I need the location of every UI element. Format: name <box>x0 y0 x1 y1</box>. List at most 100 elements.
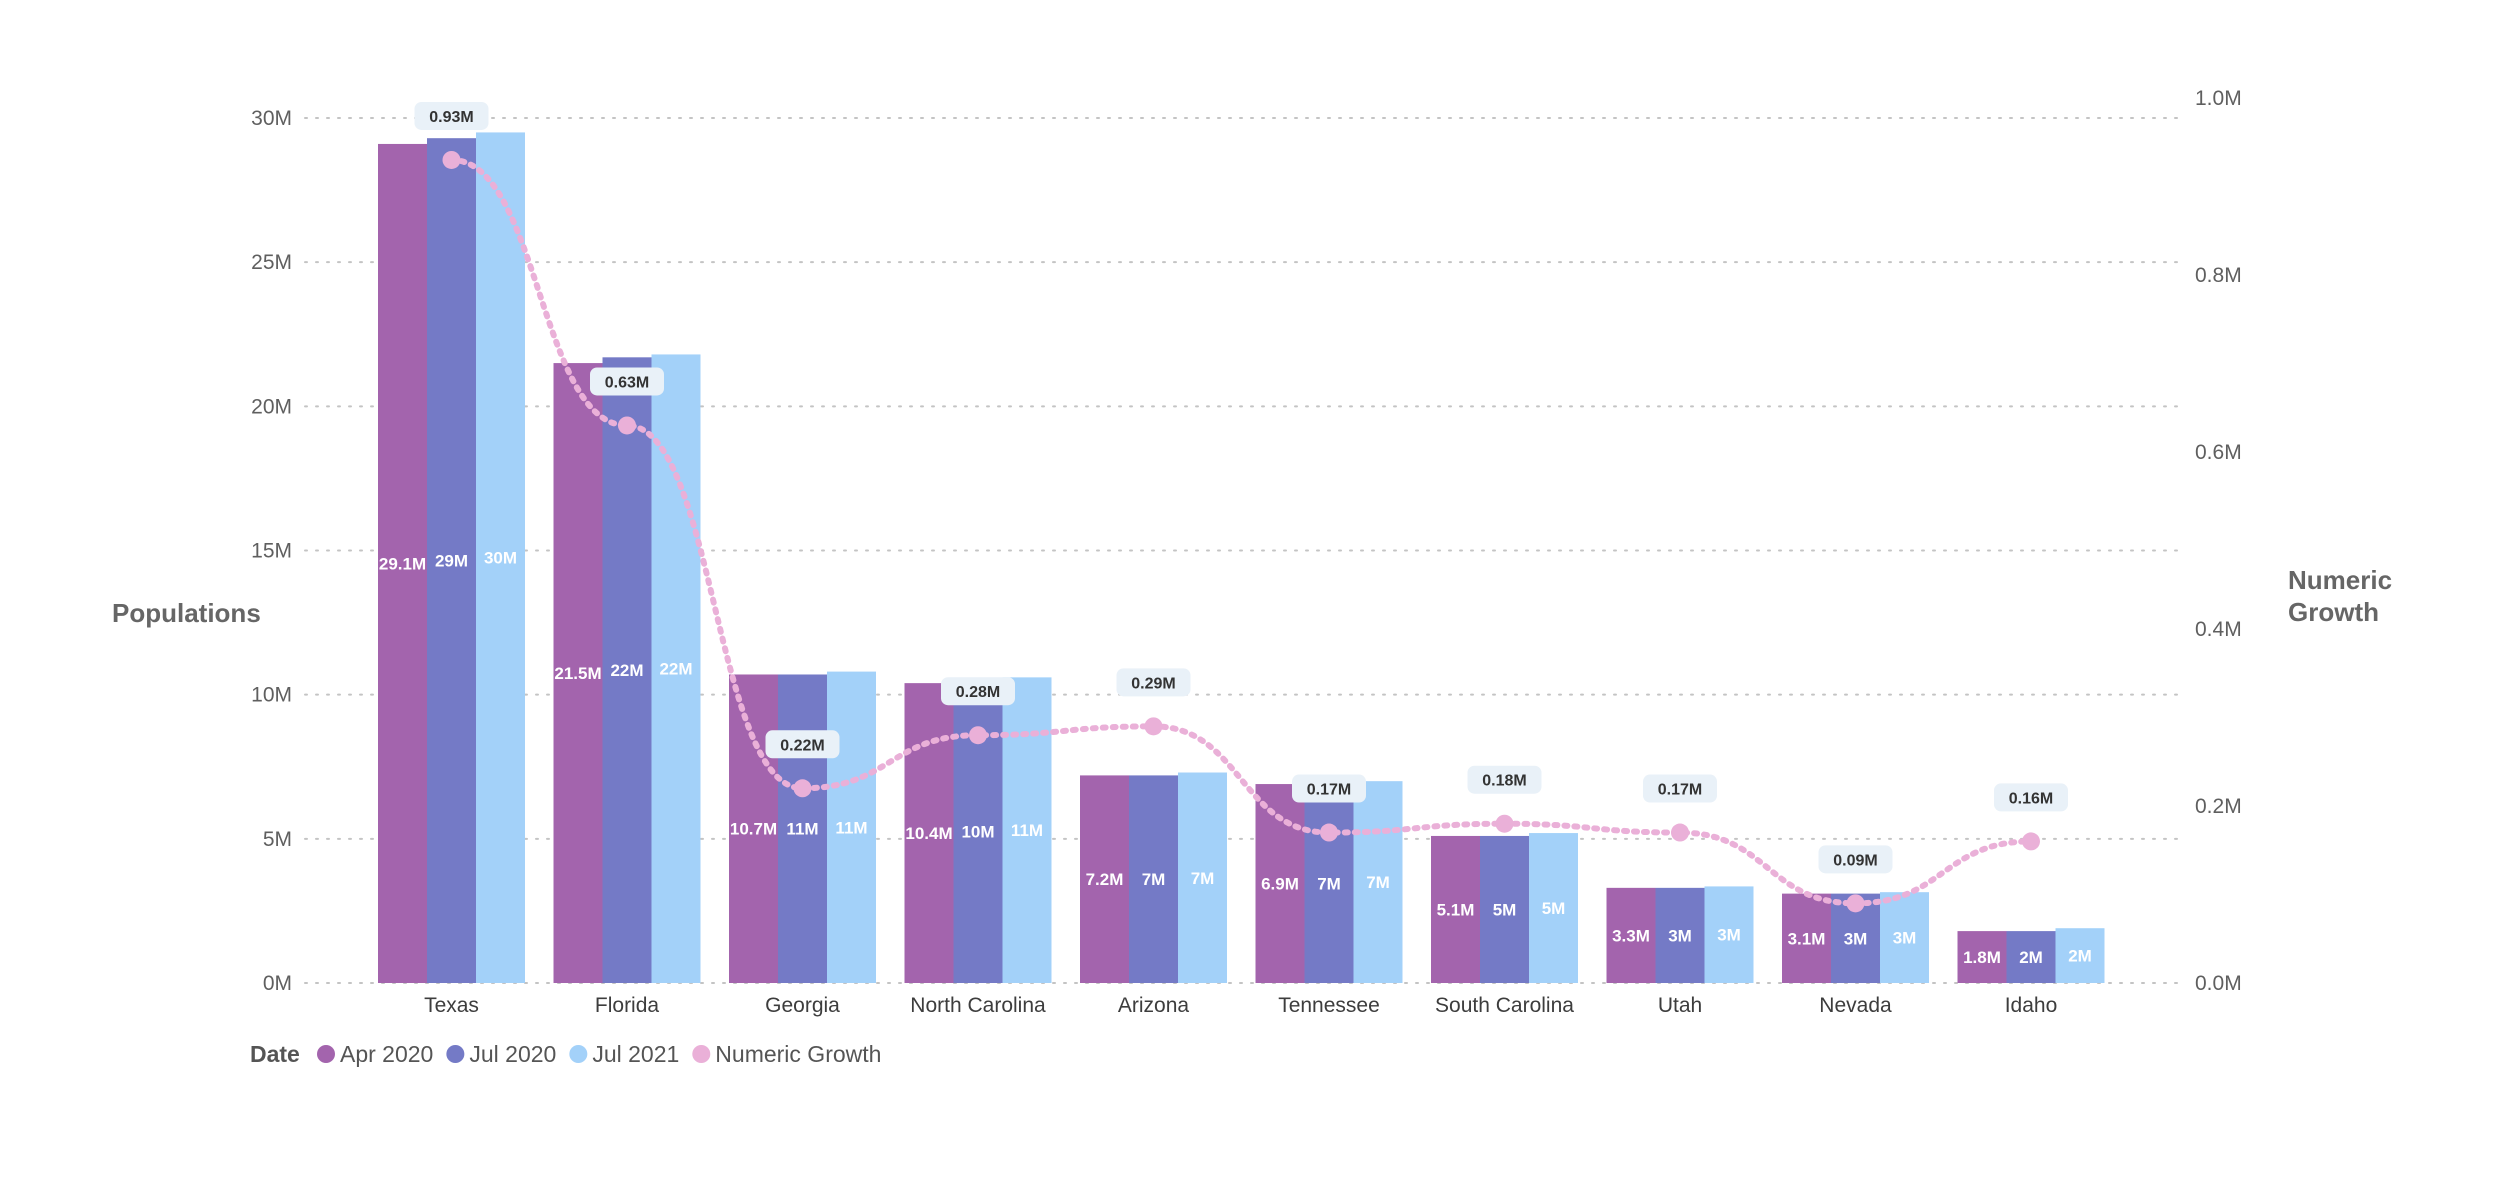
bar-jul-2021 <box>1002 677 1052 983</box>
bar-jul-2021 <box>1529 833 1578 983</box>
growth-point <box>1495 814 1514 833</box>
bar-jul-2021 <box>1880 892 1929 983</box>
growth-point <box>442 150 461 169</box>
growth-data-label: 0.17M <box>1658 782 1702 799</box>
y-tick-label: 5M <box>263 828 292 851</box>
bar-data-label: 3.3M <box>1612 926 1650 945</box>
bar-data-label: 5M <box>1542 899 1566 918</box>
y-tick-label: 20M <box>251 395 292 418</box>
legend-item-label: Jul 2021 <box>592 1041 679 1067</box>
x-category-label: Nevada <box>1819 994 1892 1017</box>
legend-title: Date <box>250 1041 300 1067</box>
bar-apr-2020 <box>1606 887 1656 983</box>
bar-jul-2021 <box>1178 772 1227 983</box>
y-tick-label: 10M <box>251 684 292 707</box>
x-category-label: Utah <box>1658 994 1702 1017</box>
bar-jul-2020 <box>602 357 652 984</box>
bar-data-label: 21.5M <box>554 664 601 683</box>
legend-marker <box>569 1045 588 1063</box>
bar-jul-2021 <box>1353 781 1403 983</box>
growth-point <box>618 416 636 435</box>
growth-label-background <box>414 101 489 130</box>
bar-data-label: 11M <box>835 818 867 837</box>
bar-data-label: 5.1M <box>1437 900 1475 919</box>
x-category-label: Tennessee <box>1278 994 1380 1017</box>
growth-data-label: 0.16M <box>2009 790 2053 807</box>
x-category-label: South Carolina <box>1435 994 1574 1017</box>
bar-jul-2021 <box>1704 886 1754 983</box>
bar-data-label: 2M <box>2068 947 2092 966</box>
bar-data-label: 10M <box>961 823 994 842</box>
bar-data-label: 11M <box>1011 821 1043 840</box>
y2-axis-title-line: Numeric <box>2288 565 2392 595</box>
growth-data-label: 0.18M <box>1482 773 1526 790</box>
growth-line <box>448 156 2034 907</box>
growth-data-label: 0.22M <box>780 737 824 754</box>
bar-jul-2021 <box>2055 928 2105 983</box>
bar-data-label: 10.4M <box>905 824 952 843</box>
growth-label-background <box>590 367 664 396</box>
bar-jul-2020 <box>1480 835 1529 983</box>
bar-data-label: 3M <box>1668 926 1692 945</box>
growth-data-label: 0.28M <box>956 684 1000 701</box>
growth-point <box>969 726 987 745</box>
growth-label-background <box>1116 668 1191 697</box>
bar-jul-2020 <box>2006 931 2056 983</box>
y2-tick-label: 0.6M <box>2195 441 2242 464</box>
bar-data-label: 3.1M <box>1788 929 1826 948</box>
growth-label-background <box>1467 765 1542 794</box>
x-category-label: North Carolina <box>910 994 1046 1017</box>
growth-data-label: 0.63M <box>605 374 649 391</box>
bar-data-label: 7M <box>1191 869 1215 888</box>
x-category-label: Texas <box>424 994 479 1017</box>
bar-jul-2021 <box>476 132 525 983</box>
x-category-label: Arizona <box>1118 994 1190 1017</box>
bar-apr-2020 <box>1431 835 1480 983</box>
y2-tick-label: 0.8M <box>2195 264 2242 287</box>
growth-point <box>2022 832 2040 851</box>
growth-label-background <box>1292 774 1366 803</box>
bar-jul-2020 <box>1304 784 1354 983</box>
growth-data-label: 0.29M <box>1131 675 1175 692</box>
growth-label-background <box>1994 783 2068 812</box>
y-tick-label: 15M <box>251 540 292 563</box>
bar-apr-2020 <box>1957 931 2007 983</box>
bar-data-label: 7.2M <box>1086 870 1124 889</box>
bar-data-label: 7M <box>1142 870 1166 889</box>
growth-point <box>1320 823 1338 842</box>
legend-item-label: Jul 2020 <box>469 1041 556 1067</box>
legend-item-label: Numeric Growth <box>715 1041 881 1067</box>
growth-point <box>793 779 812 798</box>
y2-tick-label: 1.0M <box>2195 87 2242 110</box>
bar-apr-2020 <box>378 143 427 983</box>
growth-label-background <box>1818 845 1893 874</box>
legend-marker <box>692 1045 711 1063</box>
bar-data-label: 6.9M <box>1261 875 1299 894</box>
bar-jul-2021 <box>651 354 701 983</box>
growth-data-label: 0.09M <box>1833 852 1877 869</box>
bar-data-label: 29M <box>435 552 468 571</box>
x-category-label: Idaho <box>2005 994 2058 1017</box>
bar-data-label: 11M <box>786 820 818 839</box>
bar-data-label: 3M <box>1844 929 1868 948</box>
bar-apr-2020 <box>553 363 603 983</box>
bar-apr-2020 <box>1080 775 1129 983</box>
bar-data-label: 10.7M <box>730 820 777 839</box>
growth-label-background <box>1643 774 1717 803</box>
bar-jul-2020 <box>427 138 476 983</box>
growth-data-label: 0.17M <box>1307 782 1351 799</box>
bar-jul-2020 <box>1655 887 1705 983</box>
bar-data-label: 29.1M <box>379 554 426 573</box>
bar-apr-2020 <box>904 683 954 983</box>
legend-marker <box>317 1045 335 1063</box>
bar-data-label: 2M <box>2019 948 2043 967</box>
bar-data-label: 3M <box>1893 929 1917 948</box>
y-tick-label: 25M <box>251 251 292 274</box>
bar-data-label: 5M <box>1493 900 1517 919</box>
bar-data-label: 7M <box>1366 873 1390 892</box>
y2-axis-title-line: Growth <box>2288 597 2379 627</box>
y2-tick-label: 0.2M <box>2195 795 2242 818</box>
y2-axis-title: Numeric Growth <box>2288 565 2392 627</box>
